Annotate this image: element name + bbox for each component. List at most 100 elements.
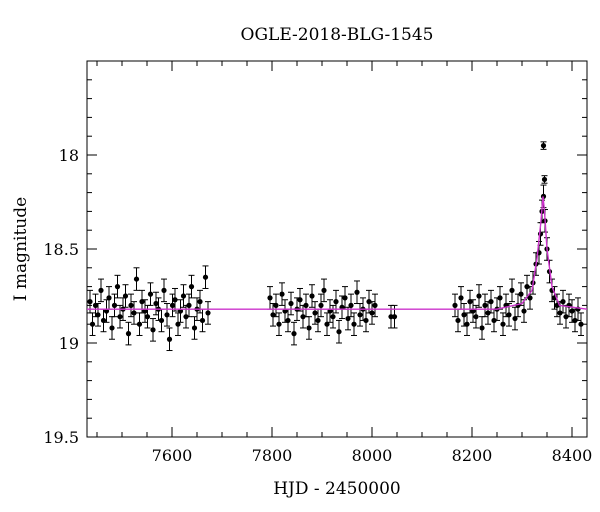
data-point (144, 314, 151, 320)
data-point (363, 317, 369, 324)
data-point (518, 291, 524, 297)
data-point (98, 287, 104, 293)
data-point (321, 287, 327, 293)
data-point (191, 325, 198, 331)
data-point (175, 321, 181, 327)
data-point (521, 308, 527, 314)
data-point (285, 317, 291, 324)
data-point (354, 289, 360, 295)
data-point (345, 315, 351, 322)
data-point (199, 317, 206, 324)
data-point (95, 312, 101, 318)
x-tick-label: 8400 (552, 446, 593, 465)
data-point (312, 310, 318, 316)
data-point (452, 302, 458, 308)
data-point (309, 293, 315, 299)
data-point (297, 297, 303, 303)
y-tick-label: 19 (59, 334, 79, 353)
data-point (122, 293, 129, 299)
data-point (391, 314, 398, 320)
data-point (461, 312, 467, 318)
data-point (303, 302, 309, 308)
data-point (166, 336, 173, 342)
data-point (153, 300, 159, 307)
data-point (315, 317, 321, 324)
data-point (541, 176, 548, 183)
data-point (202, 274, 209, 280)
data-point (161, 287, 167, 293)
x-tick-label: 8000 (352, 446, 393, 465)
data-point (455, 317, 461, 324)
data-point (497, 295, 503, 301)
data-point (500, 321, 506, 327)
data-point (369, 310, 375, 316)
data-point (270, 312, 276, 318)
data-point (133, 276, 140, 282)
data-point (267, 295, 273, 301)
y-tick-label: 18 (59, 146, 79, 165)
data-point (464, 321, 470, 327)
data-point (114, 284, 121, 290)
data-point (169, 302, 176, 308)
data-point (306, 325, 312, 331)
data-point (527, 295, 533, 301)
data-point (458, 295, 464, 301)
data-point (509, 287, 515, 293)
plot-frame (86, 60, 588, 438)
x-tick-label: 8200 (452, 446, 493, 465)
data-point (291, 331, 297, 337)
y-tick-label: 19.5 (43, 428, 79, 447)
data-point (188, 284, 195, 290)
data-point (111, 302, 118, 308)
data-point (92, 302, 99, 308)
data-point (482, 302, 488, 308)
y-tick-label: 18.5 (43, 240, 79, 259)
data-point (330, 314, 336, 320)
data-point (324, 321, 330, 327)
data-point (512, 315, 518, 322)
x-axis-label: HJD - 2450000 (273, 479, 401, 499)
data-point (351, 321, 357, 327)
data-point (560, 299, 566, 305)
data-point (136, 321, 143, 327)
data-point (276, 321, 282, 327)
data-point (100, 317, 107, 324)
data-point (87, 299, 93, 305)
chart-title: OGLE-2018-BLG-1545 (241, 25, 434, 45)
data-point (109, 325, 115, 331)
x-tick-label: 7600 (152, 446, 193, 465)
data-point (197, 299, 203, 305)
data-point (205, 310, 211, 316)
data-point (540, 143, 547, 149)
data-point (506, 312, 512, 318)
data-point (172, 297, 178, 303)
data-point (279, 291, 285, 297)
data-point (273, 302, 279, 308)
data-point (288, 300, 294, 307)
data-point (336, 329, 342, 335)
data-point (476, 293, 482, 299)
y-axis-label: I magnitude (11, 197, 31, 301)
data-point (128, 302, 134, 308)
data-point (342, 295, 348, 301)
data-point (89, 321, 96, 327)
data-point (186, 302, 192, 308)
data-point (488, 299, 494, 305)
data-point (139, 299, 145, 305)
data-point (569, 308, 575, 314)
data-point (147, 291, 154, 297)
data-point (125, 331, 132, 337)
data-point (150, 327, 156, 333)
plot-area: 7600 7800 8000 8200 8400 18 18.5 19 19.5 (43, 60, 593, 465)
data-point (164, 312, 170, 318)
data-point (578, 321, 584, 327)
data-point (479, 325, 485, 331)
data-point (473, 314, 479, 320)
data-point (348, 302, 354, 308)
data-point (131, 310, 137, 316)
data-point (333, 299, 339, 305)
data-point (357, 312, 363, 318)
data-point (318, 302, 324, 308)
data-point (117, 314, 123, 320)
